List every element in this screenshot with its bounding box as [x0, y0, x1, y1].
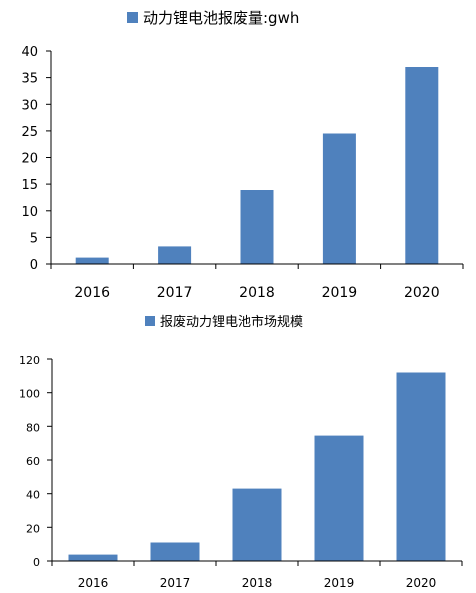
chart2-x-tick-label: 2018	[242, 576, 273, 590]
chart1-axes	[46, 50, 464, 269]
chart1-y-tick-label: 35	[21, 72, 38, 87]
chart2-y-tick-label: 40	[26, 489, 40, 502]
chart1-bar-2018	[240, 190, 274, 264]
chart2-x-tick-labels: 2016 2017 2018 2019 2020	[78, 576, 437, 590]
chart1-y-tick-label: 15	[21, 178, 38, 193]
chart1-x-tick-label: 2017	[157, 285, 193, 301]
chart2-bar-2016	[68, 554, 118, 561]
chart2-y-tick-label: 80	[26, 421, 40, 434]
chart1-x-tick-label: 2020	[404, 285, 440, 301]
chart1-bar-2019	[322, 133, 356, 264]
chart2-x-tick-label: 2016	[78, 576, 109, 590]
chart1-x-tick-label: 2016	[74, 285, 110, 301]
chart2-x-tick-label: 2020	[406, 576, 437, 590]
chart1-bar-2020	[405, 67, 439, 264]
chart2-y-tick-label: 0	[33, 556, 40, 569]
chart2-y-tick-label: 120	[19, 354, 40, 367]
chart1-legend-swatch	[127, 12, 138, 23]
chart2-axes	[47, 358, 463, 566]
chart1-bar-2017	[158, 246, 192, 264]
chart2-y-tick-label: 60	[26, 455, 40, 468]
chart1-y-tick-label: 10	[21, 205, 38, 220]
chart2-x-tick-label: 2019	[324, 576, 355, 590]
chart1-y-tick-labels: 0 5 10 15 20 25 30 35 40	[21, 45, 38, 273]
chart2-y-tick-labels: 0 20 40 60 80 100 120	[19, 354, 40, 569]
chart2-bar-2018	[232, 488, 282, 561]
chart1-bar-2016	[75, 257, 109, 264]
chart1-bars	[75, 67, 439, 264]
chart2-y-tick-label: 20	[26, 522, 40, 535]
chart2-bar-2019	[314, 435, 364, 561]
chart1-y-tick-label: 0	[30, 258, 38, 273]
chart2-x-tick-label: 2017	[160, 576, 191, 590]
chart2-bars	[68, 372, 446, 561]
chart1-y-tick-label: 25	[21, 125, 38, 140]
chart1-x-tick-labels: 2016 2017 2018 2019 2020	[74, 285, 439, 301]
chart1-x-tick-label: 2018	[239, 285, 275, 301]
chart2-legend-swatch	[145, 316, 155, 326]
chart2-legend-label: 报废动力锂电池市场规模	[160, 314, 303, 330]
chart1-legend-label: 动力锂电池报废量:gwh	[143, 9, 299, 27]
chart2-bar-2017	[150, 542, 200, 561]
chart1-x-tick-label: 2019	[322, 285, 358, 301]
chart2-bar-2020	[396, 372, 446, 561]
chart1-y-tick-label: 30	[21, 98, 38, 113]
chart-scrapped-battery-market-size: 报废动力锂电池市场规模 0 20 40 60 80 100 120 2016 2017 2018…	[19, 314, 463, 590]
chart1-y-tick-label: 20	[21, 152, 38, 167]
chart2-legend: 报废动力锂电池市场规模	[145, 314, 303, 330]
chart2-y-tick-label: 100	[19, 388, 40, 401]
chart1-legend: 动力锂电池报废量:gwh	[127, 9, 299, 27]
chart1-y-tick-label: 5	[30, 231, 38, 246]
chart1-y-tick-label: 40	[21, 45, 38, 60]
